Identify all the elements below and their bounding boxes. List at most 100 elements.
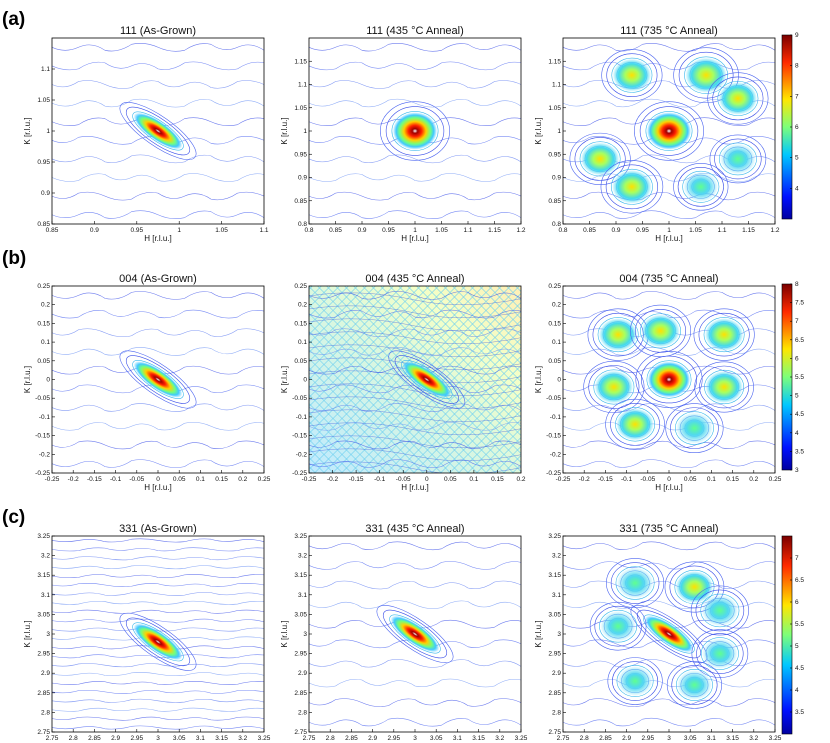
x-tick-label: 1.2: [770, 227, 779, 234]
colorbar-tick-label: 7: [795, 93, 799, 100]
y-tick-label: 2.75: [294, 729, 307, 736]
x-tick-label: 0.85: [46, 227, 59, 234]
x-tick-label: 0.9: [90, 227, 99, 234]
peak-5: [583, 360, 645, 414]
y-axis-label: K [r.l.u.]: [534, 620, 543, 647]
colorbar-tick-label: 4: [795, 185, 799, 192]
y-tick-label: 2.85: [548, 690, 561, 697]
peak-1: [634, 101, 704, 161]
panel-title: 331 (As-Grown): [119, 523, 197, 535]
x-tick-label: 0.2: [238, 476, 247, 483]
x-tick-label: -0.25: [45, 476, 60, 483]
x-tick-label: 2.85: [88, 735, 101, 742]
y-tick-label: 0.1: [552, 339, 561, 346]
x-tick-label: 0.1: [707, 476, 716, 483]
contour-field: [52, 43, 264, 219]
x-tick-label: 1.2: [516, 227, 525, 234]
y-tick-label: 3.1: [298, 592, 307, 599]
y-tick-label: 0.2: [41, 302, 50, 309]
y-axis-label: K [r.l.u.]: [23, 117, 32, 144]
y-tick-label: 0: [557, 377, 561, 384]
peak-1: [119, 102, 197, 160]
panel-6: 004 (735 °C Anneal)-0.25 -0.2 -0.15 -0.1 -0.…: [534, 273, 804, 492]
x-tick-label: 0.8: [558, 227, 567, 234]
x-tick-label: 3.1: [707, 735, 716, 742]
x-tick-label: 2.95: [641, 735, 654, 742]
x-tick-label: -0.1: [110, 476, 122, 483]
x-tick-label: 3.25: [769, 735, 782, 742]
x-tick-label: 0: [667, 476, 671, 483]
row-label-b: (b): [2, 248, 26, 269]
x-tick-label: -0.05: [129, 476, 144, 483]
x-tick-label: 0.9: [611, 227, 620, 234]
x-tick-label: 3.1: [453, 735, 462, 742]
x-axis-label: H [r.l.u.]: [401, 234, 429, 243]
panel-title: 111 (As-Grown): [120, 25, 196, 37]
peak-2: [601, 49, 663, 102]
colorbar: 7 6.5 6 5.5 5 4.5 4 3.5: [781, 535, 804, 735]
y-tick-label: -0.25: [546, 470, 561, 477]
y-tick-label: 2.75: [37, 729, 50, 736]
y-tick-label: 3.1: [41, 592, 50, 599]
contour-field: [309, 43, 521, 219]
colorbar-tick-label: 5: [795, 643, 799, 650]
y-tick-label: 2.95: [294, 651, 307, 658]
colorbar-tick-label: 4: [795, 687, 799, 694]
y-tick-label: 2.95: [37, 651, 50, 658]
y-tick-label: 0.9: [41, 190, 50, 197]
panel-9: 331 (735 °C Anneal)2.75 2.8 2.85 2.9 2.95 3 3.…: [534, 523, 804, 743]
colorbar-tick-label: 4.5: [795, 411, 804, 418]
x-tick-label: 3.2: [238, 735, 247, 742]
y-tick-label: 1: [303, 128, 307, 135]
x-tick-label: 0.25: [769, 476, 782, 483]
x-tick-label: 3.15: [215, 735, 228, 742]
y-tick-label: 2.9: [41, 670, 50, 677]
peak-6: [600, 160, 664, 214]
y-tick-label: 1.05: [548, 105, 561, 112]
panel-title: 111 (735 °C Anneal): [620, 25, 718, 37]
peak-5: [569, 132, 631, 185]
x-tick-label: 0.95: [130, 227, 143, 234]
y-tick-label: 0.05: [294, 358, 307, 365]
peak-1: [376, 605, 454, 663]
x-tick-label: -0.2: [68, 476, 80, 483]
y-tick-label: 0.1: [298, 339, 307, 346]
colorbar-tick-label: 4.5: [795, 665, 804, 672]
y-axis-label: K [r.l.u.]: [23, 620, 32, 647]
x-tick-label: 1.1: [717, 227, 726, 234]
x-tick-label: 3: [667, 735, 671, 742]
peak-2: [587, 308, 649, 361]
colorbar: 9 8 7 6 5 4: [781, 32, 799, 220]
peak-1: [388, 350, 466, 409]
y-tick-label: -0.1: [550, 414, 562, 421]
x-tick-label: 3.25: [515, 735, 528, 742]
colorbar-tick-label: 7.5: [795, 300, 804, 307]
y-tick-label: 0.2: [552, 302, 561, 309]
y-tick-label: -0.05: [35, 395, 50, 402]
y-tick-label: 1: [557, 128, 561, 135]
x-tick-label: -0.15: [87, 476, 102, 483]
peak-7: [709, 134, 767, 184]
colorbar-tick-label: 3.5: [795, 448, 804, 455]
y-tick-label: 2.9: [552, 670, 561, 677]
y-tick-label: 0.9: [298, 175, 307, 182]
x-tick-label: 0.25: [258, 476, 271, 483]
x-axis-label: H [r.l.u.]: [144, 483, 172, 492]
y-tick-label: 0.85: [294, 198, 307, 205]
y-tick-label: -0.15: [292, 433, 307, 440]
x-tick-label: -0.05: [640, 476, 655, 483]
peak-3: [629, 304, 692, 357]
x-tick-label: 1.05: [435, 227, 448, 234]
row-label-a: (a): [2, 9, 25, 30]
colorbar-tick-label: 3.5: [795, 709, 804, 716]
y-axis-label: K [r.l.u.]: [534, 366, 543, 393]
x-tick-label: 3.15: [726, 735, 739, 742]
x-tick-label: -0.25: [556, 476, 571, 483]
y-tick-label: 1.1: [552, 82, 561, 89]
peak-6: [694, 361, 754, 413]
peak-4: [707, 72, 769, 125]
y-axis-label: K [r.l.u.]: [280, 366, 289, 393]
peak-1: [635, 351, 703, 408]
x-tick-label: 2.8: [69, 735, 78, 742]
x-tick-label: 1: [413, 227, 417, 234]
